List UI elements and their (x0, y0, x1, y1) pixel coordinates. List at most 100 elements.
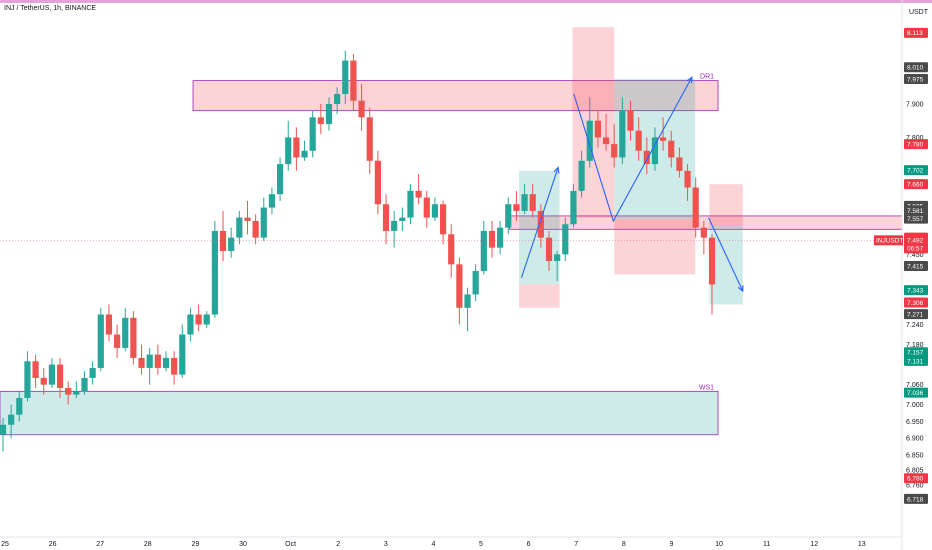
candle-body (374, 160, 381, 205)
y-tick-label: 7.180 (906, 342, 924, 349)
y-tick-label: 6.900 (906, 436, 924, 443)
candle-body (32, 361, 39, 378)
candle-body (97, 314, 104, 368)
price-badge-value: 7.306 (907, 300, 924, 307)
x-tick-label: 6 (527, 541, 531, 548)
x-tick-label: 27 (96, 541, 104, 548)
zone-label: DR1 (700, 74, 714, 81)
candle-body (668, 140, 675, 158)
candle-body (293, 137, 300, 158)
currency-label: USDT (908, 9, 928, 16)
y-tick-label: 7.000 (906, 402, 924, 409)
candle-body (643, 150, 650, 165)
candle-body (521, 194, 528, 211)
candle-body (81, 377, 88, 392)
candle-body (537, 210, 544, 238)
price-badge (904, 387, 928, 398)
candle-body (635, 130, 642, 151)
zone-5 (614, 219, 696, 275)
price-badge (904, 243, 928, 254)
candle-body (105, 314, 113, 335)
arrows-layer (520, 76, 744, 293)
x-tick-label: 30 (239, 541, 247, 548)
price-badge-value: 7.036 (907, 390, 924, 397)
candle-body (179, 334, 186, 375)
price-badge-value: 7.492 (907, 238, 924, 245)
x-tick-label: 28 (144, 541, 152, 548)
price-badge (904, 73, 928, 84)
candle-body (334, 93, 341, 104)
candle-body (0, 424, 7, 435)
candle-body (24, 361, 31, 399)
price-badge-value: 7.131 (907, 358, 924, 365)
candle-body (260, 207, 267, 238)
candle-body (529, 194, 536, 211)
candle-body (611, 144, 618, 158)
candle-body (8, 414, 15, 425)
price-badge (904, 139, 928, 150)
candle-body (545, 237, 553, 262)
y-tick-label: 6.760 (906, 482, 924, 489)
price-badge-value: 8.010 (907, 65, 924, 72)
candle-body (350, 60, 357, 101)
candle-body (130, 317, 137, 358)
candle-body (228, 237, 235, 252)
candle-body (154, 354, 161, 368)
candle-body (619, 110, 626, 158)
candle-body (480, 230, 487, 272)
candle-body (138, 357, 145, 368)
x-tick-label: 26 (49, 541, 57, 548)
projection-arrow (573, 77, 693, 223)
candle-body (113, 334, 121, 348)
candle-body (366, 117, 373, 161)
projection-arrow (708, 217, 744, 292)
price-badge-value: 7.557 (907, 216, 924, 223)
candle-body (236, 217, 243, 238)
price-badge-value: 6.718 (907, 496, 924, 503)
price-badge-value: 7.702 (907, 168, 924, 175)
candle-body (48, 364, 55, 385)
zone-label: WS1 (699, 384, 714, 391)
x-tick-label: 10 (715, 541, 723, 548)
candle-body (122, 317, 129, 348)
candle-body (342, 60, 349, 94)
candle-body (317, 117, 324, 125)
candle-body (660, 137, 667, 141)
candle-body (594, 120, 602, 138)
zone-WS1 (0, 390, 719, 436)
price-badge-value: 7.343 (907, 287, 924, 294)
candle-body (578, 160, 585, 191)
y-tick-label: 7.060 (906, 382, 924, 389)
candle-body (56, 364, 64, 388)
y-tick-label: 6.950 (906, 419, 924, 426)
candle-body (301, 150, 308, 158)
candle-body (505, 204, 512, 228)
candle-body (554, 254, 561, 262)
price-badge-value: 7.975 (907, 76, 924, 83)
x-tick-label: 9 (669, 541, 673, 548)
candle-body (171, 357, 178, 375)
candle-body (162, 357, 170, 368)
candle-body (407, 190, 414, 218)
price-badge-value: 6.780 (907, 476, 924, 483)
price-badge (904, 309, 928, 320)
y-tick-label: 7.450 (906, 252, 924, 259)
x-tick-label: 8 (622, 541, 626, 548)
candle-body (382, 204, 390, 231)
candle-body (708, 237, 716, 285)
arrow-head (553, 166, 560, 174)
price-badge (904, 205, 928, 216)
price-badge (904, 235, 928, 246)
candle-body (586, 120, 593, 161)
candle-body (692, 187, 699, 228)
price-badge (904, 285, 928, 296)
x-tick-label: 11 (763, 541, 770, 548)
x-tick-label: 7 (574, 541, 578, 548)
projection-arrow (520, 167, 559, 278)
candle-body (399, 217, 406, 221)
price-badge (904, 165, 928, 176)
price-badge (904, 261, 928, 272)
zone-2 (509, 215, 903, 230)
